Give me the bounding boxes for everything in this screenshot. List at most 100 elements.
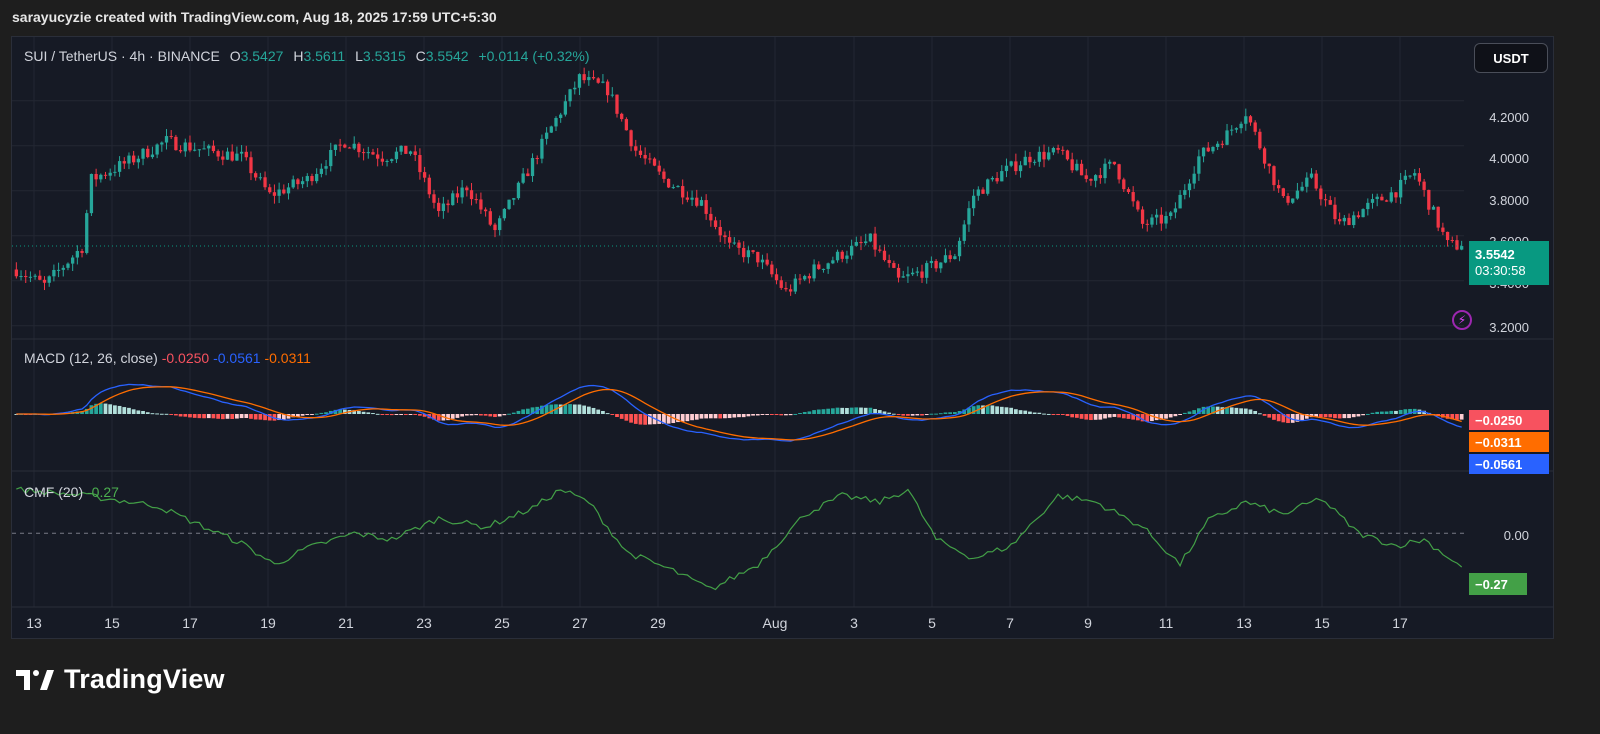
macd-histogram-bar — [389, 414, 394, 416]
candle-body — [117, 161, 122, 172]
macd-histogram-bar — [516, 410, 521, 414]
macd-histogram-bar — [1342, 414, 1347, 419]
candle-body — [521, 173, 525, 183]
candle-body — [1187, 183, 1192, 191]
candle-body — [1239, 123, 1243, 129]
macd-histogram-bar — [1248, 409, 1253, 414]
candle-body — [366, 152, 370, 154]
candle-body — [1314, 173, 1318, 189]
symbol-title[interactable]: SUI / TetherUS · 4h · BINANCE — [24, 48, 220, 64]
macd-histogram-bar — [1131, 414, 1136, 420]
macd-histogram-bar — [610, 414, 615, 415]
macd-histogram-bar — [113, 405, 117, 414]
candle-body — [1215, 143, 1220, 147]
macd-histogram-bar — [1070, 414, 1075, 418]
candle-body — [324, 166, 328, 169]
candle-body — [399, 145, 403, 152]
candle-body — [849, 245, 854, 256]
currency-button[interactable]: USDT — [1474, 43, 1548, 73]
candle-body — [155, 144, 159, 155]
candle-body — [446, 203, 450, 206]
macd-histogram-bar — [460, 414, 465, 417]
candle-body — [779, 280, 783, 288]
macd-histogram-bar — [586, 406, 591, 414]
candle-body — [1455, 240, 1459, 250]
macd-histogram-bar — [690, 414, 694, 421]
macd-histogram-bar — [540, 405, 544, 414]
candle-body — [127, 155, 131, 164]
macd-histogram-bar — [816, 409, 821, 414]
macd-histogram-bar — [1117, 414, 1121, 418]
chart-frame[interactable]: SUI / TetherUS · 4h · BINANCE O3.5427 H3… — [11, 36, 1554, 639]
macd-histogram-bar — [1178, 414, 1182, 415]
macd-histogram-bar — [1074, 414, 1079, 418]
macd-histogram-bar — [159, 413, 164, 415]
macd-histogram-bar — [1098, 414, 1103, 420]
macd-histogram-bar — [507, 413, 511, 415]
candle-body — [1295, 190, 1300, 199]
candle-body — [1436, 206, 1440, 228]
macd-histogram-bar — [1375, 411, 1380, 414]
macd-histogram-bar — [605, 413, 610, 415]
candle-body — [1042, 151, 1046, 160]
macd-histogram-bar — [122, 407, 127, 414]
macd-histogram-bar — [150, 413, 155, 415]
candle-body — [469, 190, 474, 200]
candle-body — [113, 171, 117, 173]
macd-histogram-bar — [178, 414, 183, 417]
candle-body — [455, 193, 460, 198]
candle-body — [1460, 246, 1464, 250]
candle-body — [33, 275, 37, 277]
date-label: 21 — [338, 615, 354, 631]
candle-body — [1309, 173, 1314, 178]
cmf-title[interactable]: CMF (20) — [24, 484, 84, 500]
candle-body — [244, 151, 248, 158]
candle-body — [1366, 202, 1370, 210]
candle-body — [286, 187, 291, 194]
candle-body — [845, 255, 849, 259]
candle-body — [42, 279, 47, 283]
macd-histogram-bar — [253, 414, 258, 420]
candle-body — [817, 264, 821, 269]
macd-histogram-bar — [263, 414, 267, 421]
date-label: Aug — [762, 615, 788, 631]
candle-body — [216, 151, 220, 157]
candle-body — [516, 182, 521, 199]
macd-histogram-bar — [929, 413, 934, 415]
candle-body — [1075, 163, 1079, 171]
macd-histogram-bar — [1304, 414, 1309, 419]
candle-body — [732, 242, 736, 244]
candle-body — [559, 114, 563, 118]
candle-body — [1206, 147, 1210, 152]
macd-histogram-bar — [366, 412, 371, 414]
macd-title[interactable]: MACD (12, 26, close) — [24, 350, 158, 366]
macd-histogram-bar — [1234, 407, 1239, 414]
candle-body — [1291, 198, 1295, 203]
macd-histogram-bar — [1450, 414, 1455, 420]
macd-histogram-bar — [835, 407, 840, 414]
candle-body — [178, 150, 183, 152]
lightning-icon[interactable]: ⚡ — [1452, 310, 1472, 330]
macd-histogram-bar — [694, 414, 699, 420]
price-axis-label: 4.2000 — [1489, 110, 1529, 125]
macd-histogram-bar — [267, 414, 272, 421]
tradingview-brand[interactable]: TradingView — [16, 664, 225, 695]
candle-body — [474, 199, 478, 201]
date-label: 27 — [572, 615, 588, 631]
macd-histogram-bar — [685, 414, 690, 422]
macd-histogram-bar — [230, 414, 235, 419]
candle-body — [1380, 196, 1384, 201]
macd-histogram-bar — [1272, 414, 1276, 420]
candle-body — [207, 145, 211, 149]
macd-histogram-bar — [188, 414, 192, 418]
candle-body — [1248, 116, 1253, 123]
candle-body — [807, 276, 812, 279]
candle-body — [864, 241, 868, 244]
candle-body — [859, 242, 863, 244]
macd-histogram-bar — [1276, 414, 1281, 422]
macd-histogram-bar — [704, 414, 709, 419]
macd-histogram-bar — [676, 414, 680, 423]
chart-canvas[interactable] — [12, 37, 1554, 639]
macd-histogram-bar — [1046, 413, 1051, 415]
macd-histogram-bar — [394, 414, 399, 415]
